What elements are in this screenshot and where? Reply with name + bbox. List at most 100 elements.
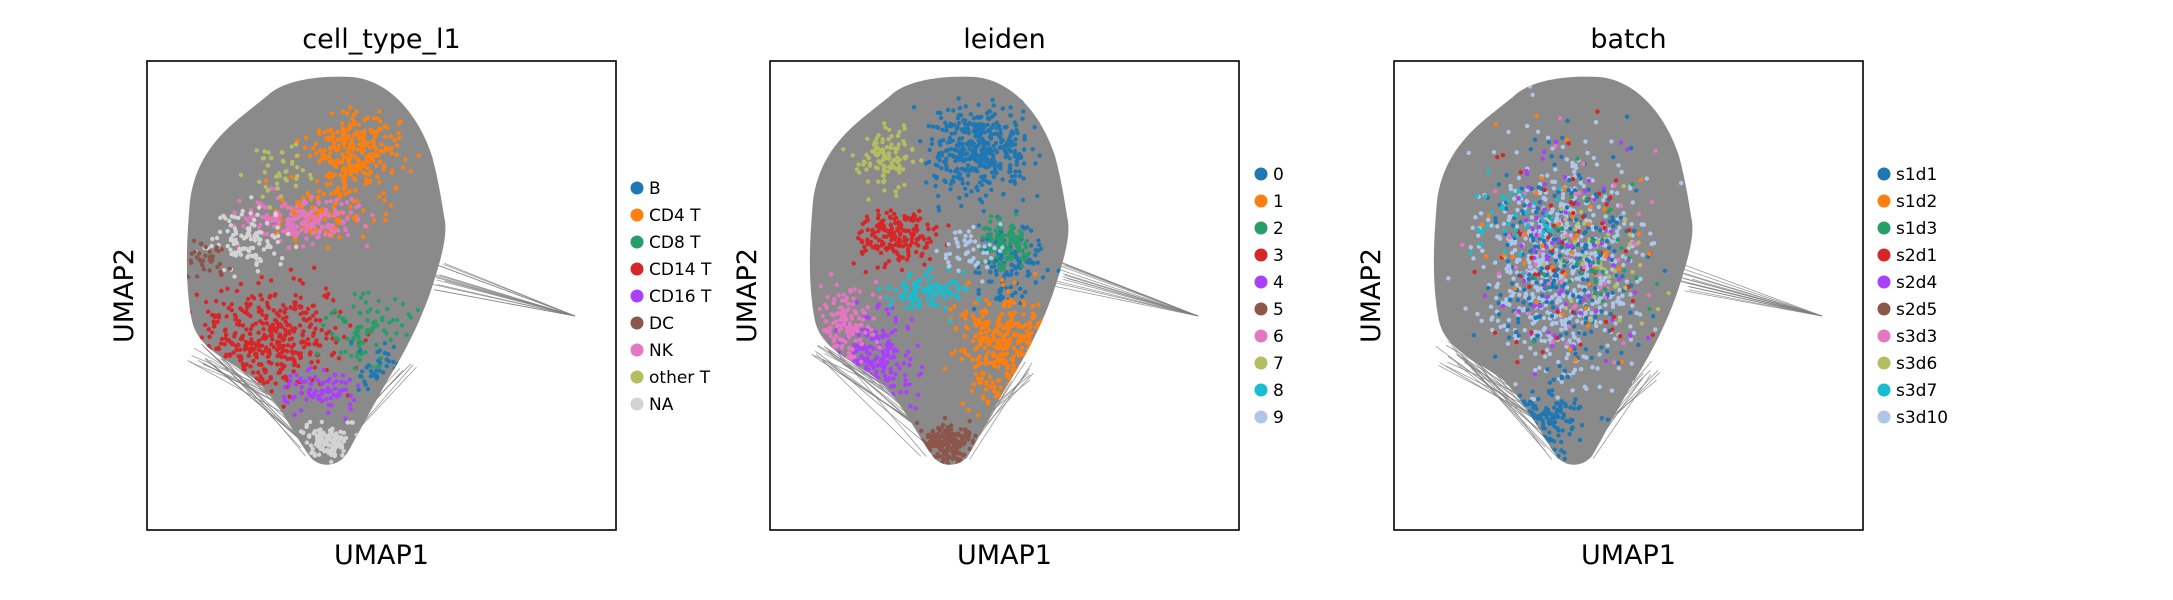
graph-edge	[1678, 267, 1823, 317]
cell-point	[1550, 305, 1556, 310]
cell-point	[966, 353, 971, 358]
cell-point	[354, 432, 359, 438]
cell-point	[919, 253, 924, 259]
cell-point	[933, 443, 938, 448]
cell-point	[947, 263, 952, 269]
cell-point	[300, 281, 305, 286]
cell-point	[248, 211, 253, 216]
cell-point	[971, 167, 977, 172]
cell-point	[834, 282, 840, 287]
cell-point	[1004, 351, 1010, 356]
cell-point	[1582, 188, 1588, 194]
cell-point	[875, 363, 880, 368]
cell-point	[996, 331, 1001, 336]
cell-point	[939, 460, 945, 465]
cell-point	[327, 159, 332, 164]
cell-point	[867, 351, 872, 357]
cell-point	[384, 357, 389, 362]
cell-point	[1514, 329, 1519, 335]
cell-point	[891, 354, 896, 359]
cell-point	[1634, 310, 1639, 316]
cell-point	[329, 191, 334, 197]
cell-point	[324, 182, 330, 187]
cell-point	[286, 245, 291, 250]
cell-point	[266, 150, 271, 155]
cell-point	[944, 289, 950, 294]
cell-point	[360, 234, 366, 239]
cell-point	[283, 306, 288, 312]
cell-point	[1599, 309, 1604, 314]
cell-point	[914, 223, 919, 228]
legend-label: 2	[1273, 219, 1284, 239]
graph-edge	[1062, 276, 1199, 317]
cell-point	[1552, 273, 1557, 278]
cell-point	[316, 128, 322, 133]
cell-point	[274, 181, 280, 186]
cell-point	[1530, 389, 1535, 394]
cell-point	[1033, 161, 1038, 166]
cell-point	[1582, 331, 1587, 337]
cell-point	[975, 376, 981, 381]
cell-point	[313, 442, 319, 447]
cell-point	[886, 311, 891, 317]
cell-point	[944, 448, 950, 454]
cell-point	[1527, 315, 1533, 320]
cell-point	[868, 327, 874, 332]
cell-point	[340, 132, 346, 138]
cell-point	[953, 279, 958, 285]
cell-point	[1529, 255, 1534, 260]
cell-point	[859, 401, 864, 407]
cell-point	[364, 243, 370, 249]
cell-point	[1588, 251, 1594, 256]
cell-point	[1001, 282, 1006, 288]
cell-point	[963, 233, 968, 239]
cell-point	[1596, 204, 1601, 210]
cell-point	[876, 212, 881, 218]
cell-point	[301, 202, 306, 207]
cell-point	[1532, 137, 1538, 142]
cell-point	[889, 330, 894, 335]
cell-point	[249, 221, 254, 227]
cell-point	[1516, 439, 1521, 444]
cell-points	[1446, 84, 1688, 465]
cell-point	[317, 208, 322, 213]
cell-point	[1017, 364, 1022, 369]
cell-point	[327, 428, 333, 433]
cell-point	[909, 317, 914, 322]
cell-point	[1486, 217, 1491, 222]
cell-point	[883, 125, 888, 130]
cell-point	[846, 345, 852, 351]
cell-point	[947, 136, 953, 141]
cell-point	[287, 323, 292, 328]
cell-point	[968, 234, 974, 239]
cell-point	[1552, 193, 1557, 199]
cell-point	[257, 179, 262, 184]
cell-point	[1536, 296, 1542, 301]
cell-point	[1568, 200, 1574, 205]
cell-point	[309, 360, 314, 365]
cell-point	[217, 229, 223, 235]
cell-point	[1514, 282, 1520, 288]
cell-point	[955, 287, 961, 293]
legend-marker	[1254, 410, 1268, 424]
cell-point	[1602, 328, 1607, 333]
cell-point	[1500, 303, 1506, 309]
cell-point	[204, 299, 209, 305]
cell-point	[294, 372, 299, 378]
cell-point	[880, 349, 885, 354]
cell-point	[340, 136, 345, 141]
cell-point	[1586, 293, 1591, 299]
cell-point	[273, 174, 279, 179]
cell-point	[1559, 154, 1564, 159]
cell-point	[861, 162, 866, 167]
cell-point	[258, 222, 263, 228]
cell-point	[832, 297, 837, 302]
legend-marker	[1254, 302, 1268, 316]
cell-point	[340, 220, 346, 226]
cell-point	[365, 386, 371, 392]
cell-point	[343, 416, 348, 421]
cell-point	[1563, 210, 1568, 215]
cell-point	[934, 248, 939, 254]
legend-marker	[1254, 248, 1268, 262]
cell-point	[925, 434, 931, 440]
